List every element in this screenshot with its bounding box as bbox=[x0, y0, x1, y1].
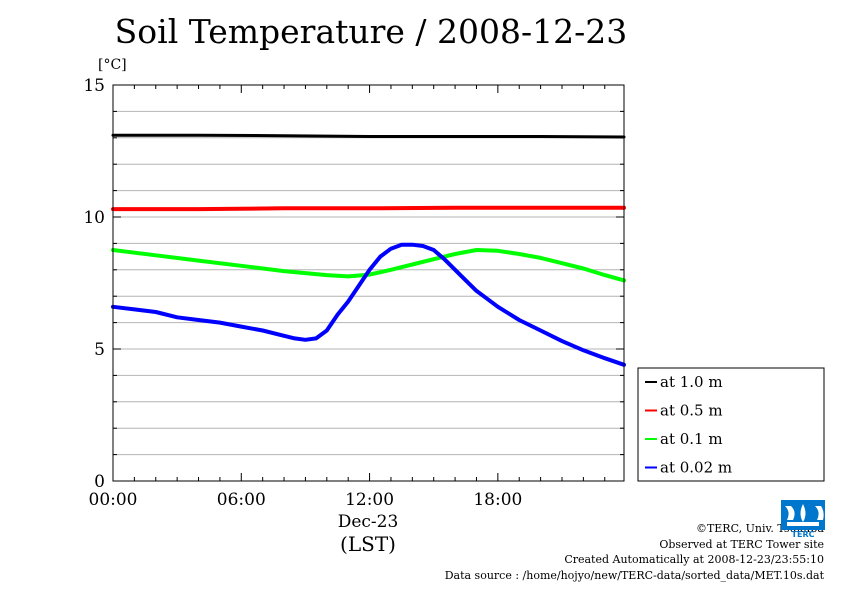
y-tick-label: 10 bbox=[83, 208, 105, 228]
series-line-at-1-0-m bbox=[111, 133, 626, 139]
x-tick-label: 00:00 bbox=[89, 490, 138, 510]
legend-label-at-0-5-m: at 0.5 m bbox=[660, 402, 723, 420]
series-line-at-0-1-m bbox=[111, 248, 626, 283]
grid-lines bbox=[113, 110, 624, 456]
footer-source: Data source : /home/hojyo/new/TERC-data/… bbox=[444, 568, 824, 582]
legend-label-at-0-1-m: at 0.1 m bbox=[660, 430, 723, 448]
legend-label-at-0-02-m: at 0.02 m bbox=[660, 459, 732, 477]
series-lines bbox=[111, 133, 626, 367]
x-tick-label: 06:00 bbox=[217, 490, 266, 510]
plot-area bbox=[112, 84, 625, 482]
y-tick-label: 5 bbox=[94, 340, 105, 360]
legend-label-at-1-0-m: at 1.0 m bbox=[660, 373, 723, 391]
series-line-at-0-5-m bbox=[111, 205, 626, 212]
x-axis-date-label: Dec-23 bbox=[338, 512, 399, 532]
logo-text: TERC bbox=[792, 530, 815, 538]
terc-logo-icon: TERC bbox=[781, 500, 825, 538]
footer-created: Created Automatically at 2008-12-23/23:5… bbox=[564, 553, 824, 566]
x-axis-label: (LST) bbox=[340, 532, 396, 556]
footer-site: Observed at TERC Tower site bbox=[659, 537, 824, 551]
chart-title: Soil Temperature / 2008-12-23 bbox=[114, 12, 628, 51]
x-tick-label: 12:00 bbox=[345, 490, 394, 510]
y-tick-label: 15 bbox=[83, 76, 105, 96]
series-line-at-0-02-m bbox=[111, 242, 626, 367]
footer-credit: ©TERC, Univ. Tsukuba bbox=[695, 522, 824, 535]
legend: at 1.0 m at 0.5 m at 0.1 m at 0.02 m bbox=[637, 367, 825, 482]
y-tick-label: 0 bbox=[94, 472, 105, 492]
footer-info: ©TERC, Univ. Tsukuba Observed at TERC To… bbox=[445, 521, 824, 583]
axis-ticks: 0 5 10 15 00:00 06:00 12:00 18:00 bbox=[83, 76, 624, 510]
x-tick-label: 18:00 bbox=[473, 490, 522, 510]
y-axis-unit-label: [°C] bbox=[98, 57, 127, 73]
legend-box bbox=[637, 367, 825, 482]
